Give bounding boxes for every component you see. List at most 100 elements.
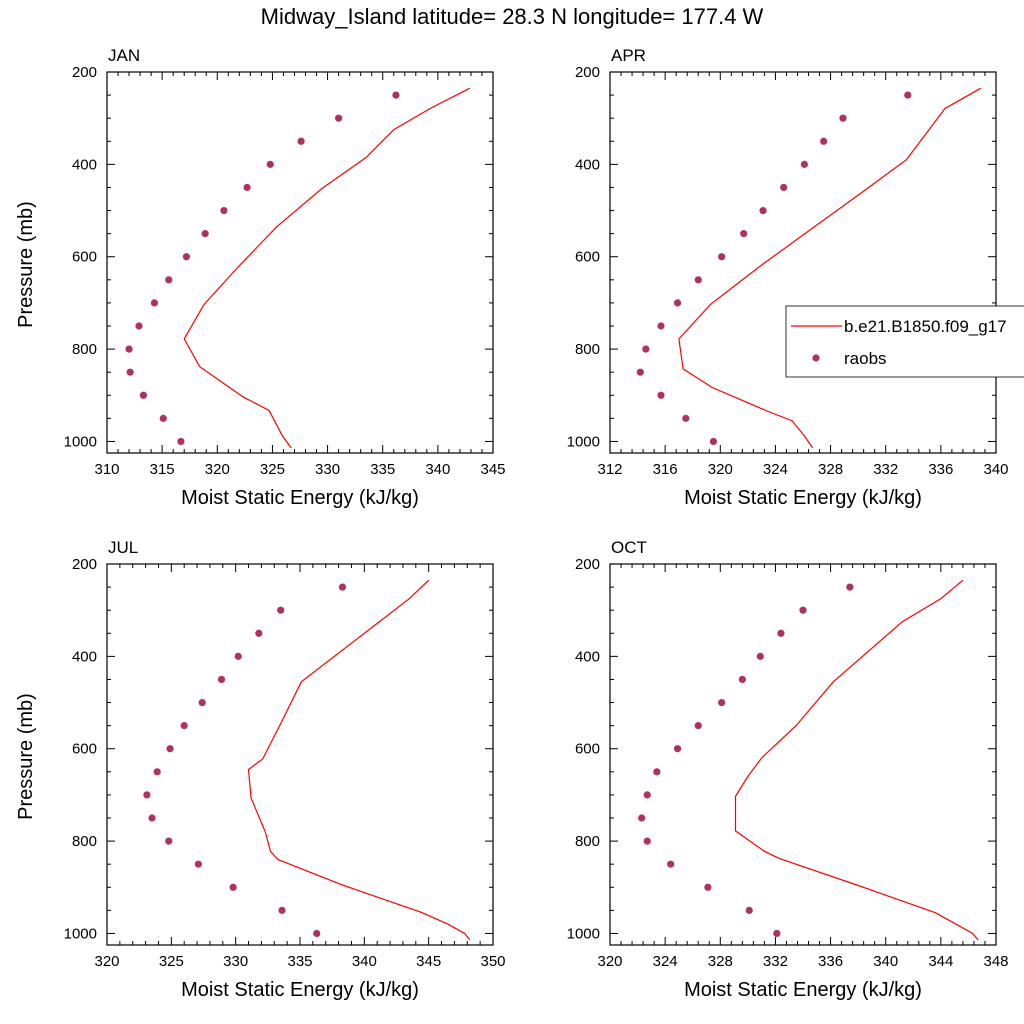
legend-model-label: b.e21.B1850.f09_g17 <box>844 317 1007 336</box>
x-tick-label: 330 <box>315 461 340 478</box>
plot-frame <box>609 563 997 946</box>
y-tick-label: 800 <box>72 833 97 850</box>
x-tick-label: 335 <box>287 953 312 970</box>
y-tick-label: 200 <box>575 556 600 573</box>
raobs-point <box>135 322 143 330</box>
x-axis-title: Moist Static Energy (kJ/kg) <box>684 487 922 509</box>
plot-frame <box>609 71 997 454</box>
raobs-point <box>682 414 690 422</box>
figure-title: Midway_Island latitude= 28.3 N longitude… <box>260 4 764 29</box>
raobs-point <box>338 583 347 591</box>
x-tick-label: 310 <box>94 461 119 478</box>
x-tick-label: 348 <box>983 953 1008 970</box>
raobs-point <box>745 906 753 914</box>
raobs-point <box>636 368 644 376</box>
x-tick-label: 350 <box>480 953 505 970</box>
raobs-point <box>704 883 712 891</box>
model-series-line <box>734 579 979 941</box>
raobs-point <box>166 745 174 753</box>
panel-apr: 312 316 320 324 328 332 336 340 200 400 600 800 1000… <box>567 46 1009 509</box>
raobs-point <box>643 791 651 799</box>
raobs-point <box>220 206 228 215</box>
raobs-point <box>694 276 702 284</box>
raobs-point <box>653 768 661 776</box>
x-axis-title: Moist Static Energy (kJ/kg) <box>684 979 922 1001</box>
x-axis-title: Moist Static Energy (kJ/kg) <box>181 979 419 1001</box>
raobs-point <box>846 583 854 591</box>
raobs-point <box>335 114 343 122</box>
x-tick-label: 330 <box>223 953 248 970</box>
raobs-point <box>139 391 147 399</box>
raobs-point <box>740 230 748 238</box>
raobs-point <box>229 883 237 891</box>
y-axis-title: Pressure (mb) <box>15 693 37 820</box>
y-tick-label: 400 <box>72 648 97 665</box>
raobs-point <box>143 791 151 799</box>
raobs-point <box>313 929 321 938</box>
raobs-point <box>904 91 912 99</box>
raobs-point <box>718 253 726 261</box>
y-tick-label: 800 <box>575 833 600 850</box>
x-tick-label: 336 <box>818 953 843 970</box>
raobs-point <box>198 698 206 707</box>
model-series-line <box>678 87 982 449</box>
legend-obs-label: raobs <box>844 349 887 368</box>
legend-marker-swatch <box>812 354 820 362</box>
raobs-point <box>777 629 785 637</box>
y-tick-label: 200 <box>575 64 600 81</box>
plot-frame <box>106 563 494 946</box>
raobs-point <box>759 206 767 215</box>
raobs-point <box>182 253 191 261</box>
x-tick-label: 320 <box>597 953 622 970</box>
raobs-point <box>194 860 202 868</box>
x-tick-label: 345 <box>480 461 505 478</box>
y-tick-label: 400 <box>72 156 97 173</box>
x-tick-label: 324 <box>653 953 678 970</box>
raobs-point <box>278 906 286 914</box>
x-tick-label: 340 <box>983 461 1008 478</box>
raobs-point <box>150 299 159 307</box>
x-tick-label: 315 <box>150 461 175 478</box>
y-tick-label: 600 <box>72 741 97 758</box>
plot-area <box>636 87 982 449</box>
raobs-point <box>126 368 134 376</box>
raobs-point <box>773 929 781 938</box>
raobs-point <box>667 860 675 868</box>
raobs-point <box>800 160 808 168</box>
raobs-point <box>159 414 167 422</box>
raobs-point <box>638 814 646 822</box>
raobs-point <box>165 837 173 845</box>
x-tick-label: 328 <box>708 953 733 970</box>
panel-label: APR <box>611 46 646 65</box>
x-tick-label: 336 <box>928 461 953 478</box>
y-tick-label: 600 <box>575 249 600 266</box>
raobs-point <box>839 114 847 122</box>
raobs-point <box>153 768 161 776</box>
model-series-line <box>183 87 471 449</box>
raobs-point <box>392 91 400 99</box>
raobs-point <box>217 675 226 684</box>
plot-frame <box>106 71 494 454</box>
raobs-point <box>642 345 650 353</box>
panel-label: OCT <box>611 538 647 557</box>
model-series-line <box>247 579 471 941</box>
y-tick-label: 400 <box>575 156 600 173</box>
x-tick-label: 320 <box>205 461 230 478</box>
x-tick-label: 320 <box>708 461 733 478</box>
raobs-point <box>266 160 274 168</box>
x-tick-label: 335 <box>370 461 395 478</box>
raobs-point <box>255 629 263 637</box>
raobs-point <box>201 230 209 238</box>
raobs-point <box>657 322 665 330</box>
y-tick-label: 800 <box>575 341 600 358</box>
panel-label: JAN <box>108 46 140 65</box>
x-tick-label: 312 <box>597 461 622 478</box>
raobs-point <box>738 675 746 684</box>
raobs-point <box>694 722 702 730</box>
x-tick-label: 345 <box>416 953 441 970</box>
raobs-point <box>165 276 173 284</box>
x-tick-label: 324 <box>763 461 788 478</box>
raobs-point <box>756 652 764 660</box>
plot-area <box>125 87 471 449</box>
raobs-point <box>180 722 188 730</box>
